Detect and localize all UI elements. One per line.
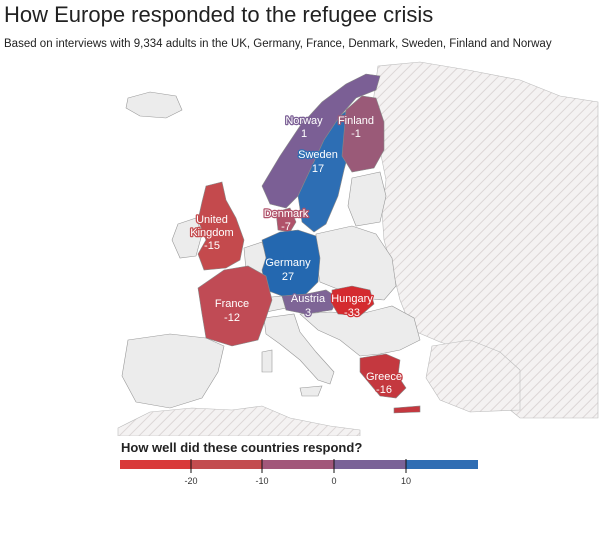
svg-text:1: 1 — [301, 128, 307, 140]
country-germany[interactable] — [261, 229, 321, 297]
svg-text:France: France — [215, 298, 249, 310]
svg-text:Denmark: Denmark — [264, 208, 309, 220]
label-denmark: Denmark -7 — [262, 207, 310, 235]
country-uk[interactable] — [197, 181, 245, 271]
italy-shape — [263, 313, 335, 385]
country-norway[interactable] — [261, 73, 381, 209]
svg-text:27: 27 — [282, 271, 294, 283]
chart-title: How Europe responded to the refugee cris… — [4, 2, 434, 27]
svg-text:-12: -12 — [224, 312, 240, 324]
crete-shape — [393, 405, 421, 414]
svg-text:17: 17 — [312, 163, 324, 175]
label-sweden: Sweden 17 — [297, 148, 339, 177]
svg-text:United: United — [196, 214, 228, 226]
label-austria: Austria 3 — [290, 292, 328, 321]
legend-title: How well did these countries respond? — [121, 440, 363, 455]
svg-text:Austria: Austria — [291, 293, 326, 305]
sardinia-shape — [261, 349, 273, 373]
chart-subtitle: Based on interviews with 9,334 adults in… — [4, 38, 552, 50]
baltic-shape — [347, 171, 387, 227]
country-denmark[interactable] — [275, 207, 297, 233]
svg-text:-1: -1 — [351, 128, 361, 140]
svg-text:Norway: Norway — [285, 115, 323, 127]
label-greece: Greece -16 — [365, 370, 404, 398]
svg-text:-15: -15 — [204, 240, 220, 252]
legend-band-3 — [262, 460, 334, 469]
svg-text:-7: -7 — [281, 221, 291, 233]
label-hungary: Hungary -33 — [330, 292, 375, 321]
color-legend: -20 -10 0 10 — [120, 459, 478, 486]
legend-tick-label-1: -20 — [184, 476, 197, 486]
svg-text:Kingdom: Kingdom — [190, 227, 233, 239]
svg-text:Sweden: Sweden — [298, 149, 338, 161]
europe-map: Norway 1 Finland -1 Sweden 17 United Kin… — [117, 61, 599, 436]
legend-tick-label-2: -10 — [255, 476, 268, 486]
country-hungary[interactable] — [331, 285, 375, 317]
iceland-shape — [125, 91, 183, 119]
svg-text:Germany: Germany — [265, 257, 311, 269]
country-france[interactable] — [197, 265, 273, 347]
svg-text:-33: -33 — [344, 307, 360, 319]
svg-text:-16: -16 — [376, 384, 392, 396]
legend-tick-label-3: 0 — [331, 476, 336, 486]
sicily-shape — [299, 385, 323, 397]
iberia-shape — [121, 333, 225, 409]
legend-tick-label-4: 10 — [401, 476, 411, 486]
label-france: France -12 — [214, 297, 251, 326]
label-germany: Germany 27 — [264, 256, 312, 285]
svg-text:Finland: Finland — [338, 115, 374, 127]
country-greece[interactable] — [359, 353, 407, 399]
label-uk: United Kingdom -15 — [189, 213, 235, 254]
legend-band-2 — [191, 460, 262, 469]
north-africa-region — [117, 405, 361, 436]
svg-text:Greece: Greece — [366, 371, 402, 383]
svg-text:3: 3 — [305, 307, 311, 319]
svg-text:Hungary: Hungary — [331, 293, 373, 305]
country-finland[interactable] — [341, 95, 385, 173]
label-finland: Finland -1 — [337, 114, 376, 142]
turkey-region — [425, 339, 521, 413]
legend-band-5 — [406, 460, 478, 469]
legend-band-1 — [120, 460, 191, 469]
label-norway: Norway 1 — [284, 114, 324, 142]
ireland-shape — [171, 217, 203, 259]
legend-band-4 — [334, 460, 406, 469]
